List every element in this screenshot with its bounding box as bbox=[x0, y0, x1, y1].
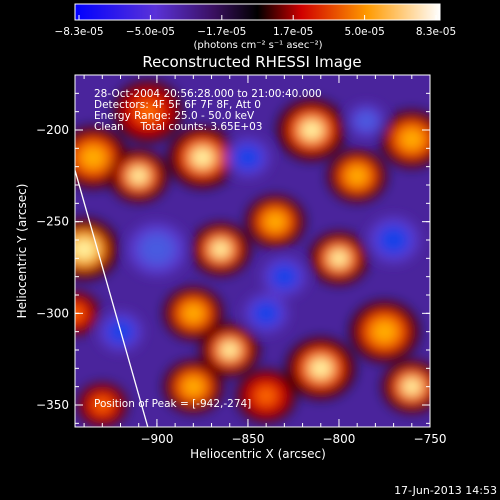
heatmap-blob bbox=[379, 110, 430, 168]
heatmap-blobs bbox=[75, 81, 430, 427]
y-tick-label: −350 bbox=[36, 398, 69, 412]
heatmap-blob bbox=[245, 195, 305, 248]
heatmap-blob bbox=[309, 232, 369, 285]
blob-core bbox=[256, 387, 276, 405]
blob-core bbox=[401, 377, 422, 396]
y-axis-ticks: −350 −300 −250 −200 bbox=[36, 74, 430, 424]
colorbar-unit-label: (photons cm⁻² s⁻¹ asec⁻²) bbox=[193, 40, 322, 51]
blob-core bbox=[128, 167, 149, 185]
blob-core bbox=[347, 167, 368, 185]
blob-core bbox=[300, 119, 324, 141]
heatmap-blob bbox=[109, 149, 169, 203]
heatmap-blob bbox=[368, 217, 420, 263]
footer-date: 17-Jun-2013 14:53 bbox=[394, 484, 497, 497]
x-axis-ticks: −900 −850 −800 −750 bbox=[83, 75, 447, 446]
colorbar bbox=[74, 3, 441, 21]
annotation-detectors: Detectors: 4F 5F 6F 7F 8F, Att 0 bbox=[94, 99, 261, 111]
heatmap-blob bbox=[348, 104, 385, 138]
heatmap-blob bbox=[382, 360, 430, 413]
blob-core bbox=[355, 110, 378, 131]
blob-core bbox=[234, 145, 262, 170]
blob-core bbox=[309, 358, 333, 379]
heatmap-blob bbox=[200, 323, 260, 377]
chart-title: Reconstructed RHESSI Image bbox=[142, 53, 361, 71]
heatmap-blob bbox=[163, 287, 223, 340]
blob-core bbox=[265, 212, 286, 231]
y-tick-label: −300 bbox=[36, 306, 69, 320]
x-tick-label: −750 bbox=[414, 432, 447, 446]
heatmap-blob bbox=[226, 137, 270, 178]
heatmap-blob bbox=[127, 222, 187, 276]
blob-core bbox=[190, 147, 214, 168]
blob-core bbox=[378, 225, 409, 255]
x-tick-label: −800 bbox=[322, 432, 355, 446]
blob-core bbox=[75, 238, 96, 260]
heatmap-blob bbox=[113, 81, 183, 143]
x-axis-label: Heliocentric X (arcsec) bbox=[190, 447, 326, 461]
blob-core bbox=[253, 301, 280, 326]
blob-core bbox=[139, 233, 175, 266]
blob-core bbox=[329, 249, 349, 268]
heatmap-blob bbox=[236, 369, 296, 423]
heatmap-blob bbox=[277, 99, 347, 161]
plot-frame bbox=[74, 74, 431, 428]
blob-core bbox=[183, 304, 204, 323]
blob-core bbox=[210, 240, 231, 258]
y-axis-label: Heliocentric Y (arcsec) bbox=[15, 184, 29, 319]
y-tick-label: −200 bbox=[36, 123, 69, 137]
blob-core bbox=[183, 377, 204, 396]
heatmap-blob bbox=[327, 149, 387, 203]
heatmap-image bbox=[75, 75, 430, 427]
peak-position-label: Position of Peak = [-942,-274] bbox=[94, 398, 251, 410]
blob-core bbox=[401, 129, 423, 149]
solar-limb-line bbox=[75, 170, 149, 427]
annotation-clean-counts: Clean Total counts: 3.65E+03 bbox=[94, 121, 263, 133]
heatmap-blob bbox=[262, 257, 307, 297]
blob-core bbox=[81, 147, 105, 168]
y-tick-label: −250 bbox=[36, 215, 69, 229]
blob-core bbox=[219, 341, 240, 359]
blob-core bbox=[373, 321, 396, 342]
colorbar-tick-label: −5.0e-05 bbox=[126, 26, 175, 38]
blob-core bbox=[136, 101, 160, 122]
heatmap-blob bbox=[244, 293, 288, 333]
x-tick-label: −900 bbox=[140, 432, 173, 446]
heatmap-blob bbox=[350, 301, 419, 363]
colorbar-ticks: −8.3e-05 −5.0e-05 −1.7e-05 1.7e-05 5.0e-05 8.… bbox=[54, 15, 456, 38]
colorbar-tick-label: 5.0e-05 bbox=[344, 26, 384, 38]
annotation-energy-range: Energy Range: 25.0 - 50.0 keV bbox=[94, 110, 255, 122]
colorbar-tick-label: −8.3e-05 bbox=[54, 26, 103, 38]
colorbar-tick-label: 1.7e-05 bbox=[273, 26, 313, 38]
x-tick-label: −850 bbox=[231, 432, 264, 446]
heatmap-blob bbox=[286, 337, 356, 399]
heatmap-blob bbox=[168, 126, 237, 189]
colorbar-tick-label: 8.3e-05 bbox=[416, 26, 456, 38]
heatmap-blob bbox=[191, 222, 251, 276]
blob-core bbox=[271, 264, 298, 289]
colorbar-tick-label: −1.7e-05 bbox=[197, 26, 246, 38]
heatmap-blob bbox=[163, 360, 223, 413]
heatmap-blob bbox=[77, 383, 127, 427]
blob-core bbox=[94, 397, 111, 413]
annotation-time-range: 28-Oct-2004 20:56:28.000 to 21:00:40.000 bbox=[94, 88, 322, 100]
